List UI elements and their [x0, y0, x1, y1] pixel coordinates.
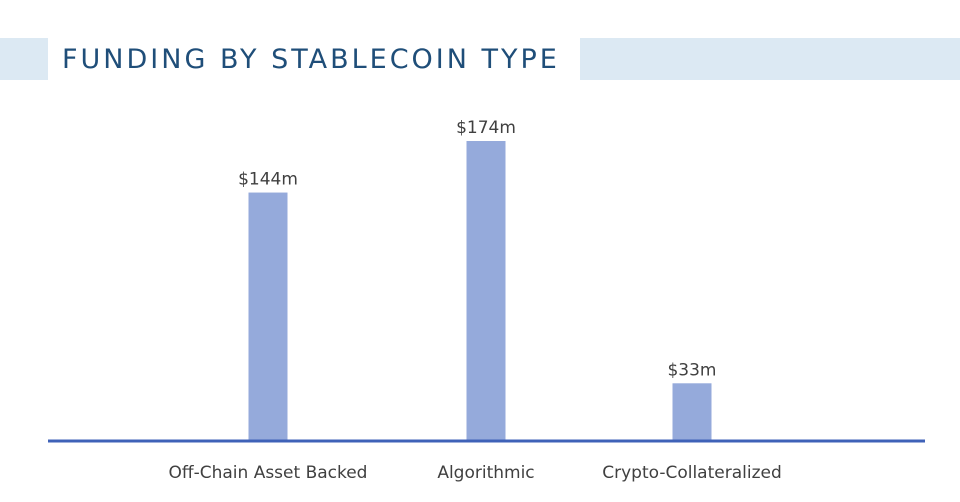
- category-label-1: Off-Chain Asset Backed: [169, 463, 368, 483]
- category-label-3: Crypto-Collateralized: [602, 463, 782, 483]
- category-label-2: Algorithmic: [437, 463, 534, 483]
- title-band-left: [0, 38, 48, 80]
- data-label-2: $174m: [456, 118, 516, 138]
- bar-3: [672, 383, 712, 440]
- chart-title: FUNDING BY STABLECOIN TYPE: [62, 44, 560, 75]
- title-band-right: [580, 38, 960, 80]
- data-label-3: $33m: [667, 360, 716, 380]
- bar-2: [466, 141, 506, 440]
- bar-1: [248, 192, 288, 440]
- data-label-1: $144m: [238, 170, 298, 190]
